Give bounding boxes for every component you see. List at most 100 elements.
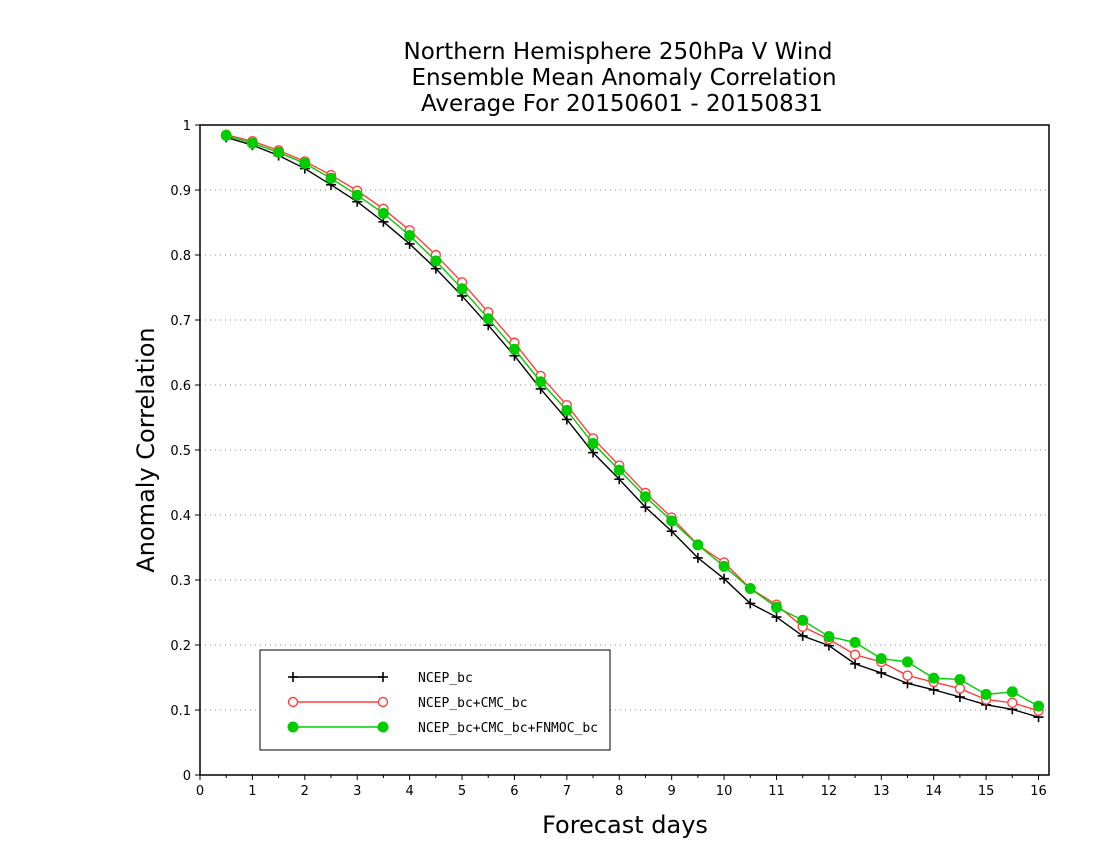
chart-title-line-3: Average For 20150601 - 20150831	[421, 91, 823, 117]
legend-marker	[377, 721, 389, 733]
legend-marker	[377, 696, 389, 708]
data-point	[404, 230, 416, 241]
data-point	[797, 614, 809, 626]
legend-entry: NCEP_bc	[288, 671, 473, 686]
x-tick-label: 11	[768, 784, 785, 799]
y-tick-label: 0.8	[170, 249, 191, 264]
data-point	[928, 672, 940, 684]
y-axis-title: Anomaly Correlation	[132, 327, 160, 572]
data-point	[351, 189, 363, 201]
data-point	[299, 157, 311, 169]
x-tick-label: 8	[615, 784, 623, 799]
data-point	[770, 601, 782, 613]
data-point	[535, 376, 547, 388]
data-point	[902, 670, 913, 681]
data-point	[875, 653, 887, 665]
x-tick-label: 16	[1030, 784, 1047, 799]
series-line	[226, 136, 1039, 718]
data-point	[587, 438, 599, 449]
data-point	[588, 447, 599, 458]
x-tick-label: 15	[978, 784, 995, 799]
y-tick-label: 0.6	[170, 379, 191, 394]
data-point	[692, 539, 704, 551]
x-axis-title: Forecast days	[542, 811, 708, 839]
data-point	[1006, 686, 1018, 698]
legend-label: NCEP_bc+CMC_bc+FNMOC_bc	[418, 721, 598, 736]
y-tick-label: 0.3	[170, 574, 191, 589]
data-point	[797, 630, 808, 641]
data-point	[718, 560, 730, 572]
x-tick-label: 5	[458, 784, 466, 799]
x-tick-label: 0	[196, 784, 204, 799]
data-point	[744, 582, 756, 594]
data-point	[246, 137, 258, 149]
data-point	[325, 172, 337, 184]
x-tick-label: 6	[510, 784, 518, 799]
series-0	[221, 132, 1044, 723]
x-tick-label: 12	[821, 784, 838, 799]
series-1	[221, 129, 1044, 716]
data-point	[1033, 700, 1045, 712]
x-tick-label: 7	[563, 784, 571, 799]
data-point	[849, 649, 861, 660]
data-point	[639, 491, 651, 503]
data-point	[273, 146, 285, 158]
data-point	[954, 673, 966, 685]
series-2	[220, 129, 1045, 712]
series-line	[226, 134, 1039, 707]
legend: NCEP_bc NCEP_bc+CMC_bc NCEP_bc+CMC_bc+FNMO…	[259, 649, 611, 751]
data-point	[377, 207, 389, 219]
data-point	[430, 255, 442, 267]
chart-title-line-2: Ensemble Mean Anomaly Correlation	[411, 65, 836, 91]
data-point	[850, 658, 861, 669]
data-point	[614, 474, 625, 485]
data-point	[666, 526, 677, 537]
data-point	[692, 552, 703, 563]
legend-entry: NCEP_bc+CMC_bc	[287, 696, 528, 711]
x-tick-label: 10	[716, 784, 733, 799]
legend-marker	[287, 696, 299, 708]
x-tick-label: 9	[668, 784, 676, 799]
data-point	[561, 404, 573, 416]
data-point	[876, 667, 887, 678]
series-line	[226, 134, 1039, 712]
legend-marker	[378, 672, 388, 682]
data-point	[1007, 697, 1018, 709]
y-tick-label: 0.2	[170, 639, 191, 654]
data-point	[823, 631, 835, 643]
data-point	[613, 464, 625, 476]
data-point	[482, 313, 494, 325]
data-point	[666, 515, 678, 527]
data-point	[745, 598, 756, 609]
data-point	[508, 343, 520, 355]
x-tick-label: 2	[301, 784, 309, 799]
data-point	[954, 683, 966, 694]
legend-label: NCEP_bc	[418, 671, 473, 686]
y-tick-label: 0.1	[170, 704, 191, 719]
x-tick-label: 4	[405, 784, 413, 799]
data-point	[719, 573, 730, 584]
chart-title-line-1: Northern Hemisphere 250hPa V Wind	[404, 39, 833, 65]
data-point	[640, 502, 651, 513]
data-point	[980, 688, 992, 700]
axis-ticks: 0 0.1 0.2 0.3 0.4 0.5 0.6 0.7 0.8 0.9 10 1 2 3 4 5 6 7 8 9 1…	[170, 119, 1046, 799]
x-tick-label: 14	[925, 784, 942, 799]
legend-marker	[287, 721, 299, 733]
legend-marker	[288, 672, 298, 682]
legend-label: NCEP_bc+CMC_bc	[418, 696, 528, 711]
data-point	[561, 414, 572, 425]
data-point	[771, 612, 782, 623]
data-point	[220, 129, 232, 141]
data-point	[456, 283, 468, 295]
y-tick-label: 0.9	[170, 184, 191, 199]
y-tick-label: 0	[183, 769, 191, 784]
y-tick-label: 0.4	[170, 509, 191, 524]
x-tick-label: 3	[353, 784, 361, 799]
y-tick-label: 0.5	[170, 444, 191, 459]
series-layer	[220, 129, 1045, 723]
y-tick-label: 0.7	[170, 314, 191, 329]
legend-box	[259, 649, 611, 751]
x-tick-label: 13	[873, 784, 890, 799]
gridlines	[200, 189, 1049, 711]
